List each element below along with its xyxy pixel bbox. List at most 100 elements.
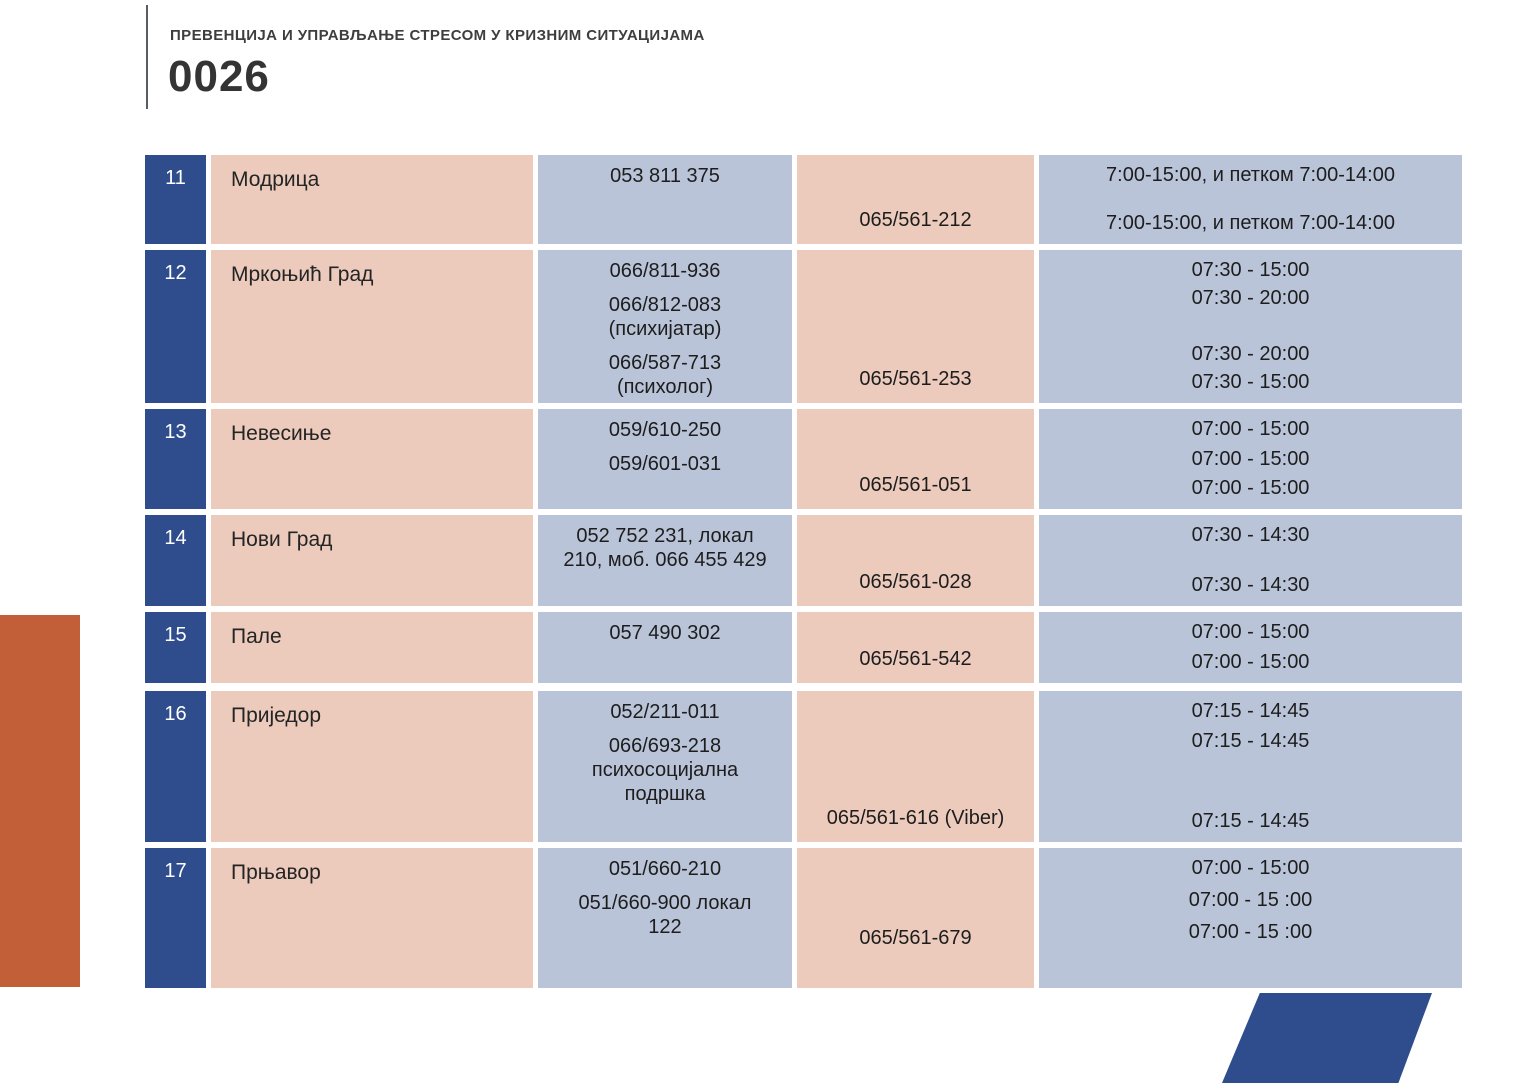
table-row: 17 Прњавор 051/660-210 051/660-900 локал… [145, 848, 1462, 988]
location-name: Нови Град [231, 528, 333, 551]
phone-cell: 057 490 302 [538, 612, 792, 683]
mobile-number: 065/561-542 [859, 648, 972, 670]
row-number: 12 [164, 262, 187, 284]
mobile-cell: 065/561-028 [797, 515, 1034, 606]
phone-cell: 052/211-011 066/693-218 психосоцијална п… [538, 691, 792, 842]
phone-number: 057 490 302 [609, 622, 721, 644]
phone-number: 066/811-936 [609, 260, 721, 282]
hours-cell: 07:30 - 14:30 07:30 - 14:30 [1039, 515, 1462, 606]
spacer [1039, 953, 1462, 979]
location-name: Невесиње [231, 422, 332, 445]
working-hours: 07:30 - 20:00 [1191, 342, 1310, 365]
mobile-cell: 065/561-051 [797, 409, 1034, 509]
mobile-number: 065/561-679 [859, 927, 972, 949]
location-cell: Пале [211, 612, 533, 683]
phone-number: 051/660-210 [608, 858, 722, 880]
phone-number: 053 811 375 [610, 165, 720, 187]
row-number-cell: 13 [145, 409, 206, 509]
location-cell: Модрица [211, 155, 533, 244]
phone-number: 059/610-250 [608, 419, 722, 441]
location-name: Мркоњић Град [231, 263, 374, 286]
row-number-cell: 14 [145, 515, 206, 606]
mobile-number: 065/561-028 [859, 571, 972, 593]
hours-cell: 07:00 - 15:00 07:00 - 15:00 07:00 - 15:0… [1039, 409, 1462, 509]
row-number-cell: 12 [145, 250, 206, 403]
row-number-cell: 17 [145, 848, 206, 988]
working-hours: 07:00 - 15 :00 [1188, 921, 1313, 943]
location-cell: Невесиње [211, 409, 533, 509]
working-hours: 07:00 - 15:00 [1191, 857, 1310, 879]
phone-number: 052/211-011 [610, 701, 720, 723]
phone-cell: 051/660-210 051/660-900 локал 122 [538, 848, 792, 988]
mobile-number: 065/561-253 [859, 368, 972, 390]
location-cell: Приједор [211, 691, 533, 842]
mobile-cell: 065/561-542 [797, 612, 1034, 683]
hours-cell: 7:00-15:00, и петком 7:00-14:00 7:00-15:… [1039, 155, 1462, 244]
row-number-cell: 11 [145, 155, 206, 244]
mobile-cell: 065/561-212 [797, 155, 1034, 244]
working-hours: 07:30 - 14:30 [1191, 524, 1310, 546]
location-name: Модрица [231, 168, 320, 191]
working-hours: 07:30 - 14:30 [1191, 574, 1310, 596]
working-hours: 07:00 - 15:00 [1191, 447, 1310, 470]
mobile-cell: 065/561-253 [797, 250, 1034, 403]
working-hours: 7:00-15:00, и петком 7:00-14:00 [1106, 164, 1395, 186]
working-hours: 7:00-15:00, и петком 7:00-14:00 [1106, 212, 1395, 234]
row-number: 11 [165, 167, 186, 189]
page-code: 0026 [168, 52, 270, 101]
phone-number: 059/601-031 [608, 453, 722, 475]
working-hours: 07:00 - 15:00 [1191, 651, 1310, 673]
working-hours: 07:00 - 15:00 [1191, 621, 1310, 643]
row-number: 15 [164, 624, 187, 646]
hours-cell: 07:00 - 15:00 07:00 - 15 :00 07:00 - 15 … [1039, 848, 1462, 988]
working-hours: 07:00 - 15 :00 [1188, 889, 1313, 911]
phone-cell: 052 752 231, локал 210, моб. 066 455 429 [538, 515, 792, 606]
working-hours: 07:30 - 15:00 [1191, 371, 1310, 393]
spacer [1039, 316, 1462, 338]
working-hours: 07:30 - 15:00 [1191, 259, 1310, 281]
working-hours: 07:00 - 15:00 [1191, 418, 1310, 440]
row-number: 16 [164, 703, 187, 725]
table-row: 15 Пале 057 490 302 065/561-542 07:00 - … [145, 612, 1462, 683]
location-cell: Мркоњић Град [211, 250, 533, 403]
phone-number: 052 752 231, локал 210, моб. 066 455 429 [563, 525, 767, 571]
mobile-number: 065/561-616 (Viber) [826, 807, 1005, 829]
location-name: Приједор [231, 704, 321, 727]
orange-accent-bar [0, 615, 80, 987]
hours-cell: 07:00 - 15:00 07:00 - 15:00 [1039, 612, 1462, 683]
row-number: 13 [164, 421, 187, 443]
table-row: 13 Невесиње 059/610-250 059/601-031 065/… [145, 409, 1462, 509]
location-cell: Прњавор [211, 848, 533, 988]
phone-cell: 066/811-936 066/812-083 (психијатар) 066… [538, 250, 792, 403]
document-title: ПРЕВЕНЦИЈА И УПРАВЉАЊЕ СТРЕСОМ У КРИЗНИМ… [170, 27, 705, 44]
table-row: 11 Модрица 053 811 375 065/561-212 7:00-… [145, 155, 1462, 244]
navy-parallelogram-decoration [1222, 993, 1432, 1083]
table-row: 12 Мркоњић Град 066/811-936 066/812-083 … [145, 250, 1462, 403]
row-number-cell: 15 [145, 612, 206, 683]
phone-number: 066/693-218 психосоцијална подршка [591, 735, 739, 805]
phone-number: 051/660-900 локал 122 [578, 892, 752, 938]
table-row: 14 Нови Град 052 752 231, локал 210, моб… [145, 515, 1462, 606]
table-row: 16 Приједор 052/211-011 066/693-218 псих… [145, 691, 1462, 842]
location-cell: Нови Град [211, 515, 533, 606]
phone-cell: 059/610-250 059/601-031 [538, 409, 792, 509]
working-hours: 07:30 - 20:00 [1191, 287, 1310, 310]
mobile-cell: 065/561-616 (Viber) [797, 691, 1034, 842]
location-name: Пале [231, 625, 282, 648]
hours-cell: 07:30 - 15:00 07:30 - 20:00 07:30 - 20:0… [1039, 250, 1462, 403]
phone-number: 066/587-713 (психолог) [608, 352, 722, 398]
working-hours: 07:00 - 15:00 [1191, 477, 1310, 499]
mobile-cell: 065/561-679 [797, 848, 1034, 988]
working-hours: 07:15 - 14:45 [1191, 809, 1310, 832]
hours-cell: 07:15 - 14:45 07:15 - 14:45 07:15 - 14:4… [1039, 691, 1462, 842]
mobile-number: 065/561-212 [859, 209, 972, 231]
location-name: Прњавор [231, 861, 321, 884]
header-divider-line [146, 5, 148, 109]
mobile-number: 065/561-051 [859, 474, 972, 496]
spacer [1039, 759, 1462, 803]
phone-cell: 053 811 375 [538, 155, 792, 244]
working-hours: 07:15 - 14:45 [1191, 729, 1310, 752]
row-number: 14 [164, 527, 187, 549]
working-hours: 07:15 - 14:45 [1191, 700, 1310, 722]
